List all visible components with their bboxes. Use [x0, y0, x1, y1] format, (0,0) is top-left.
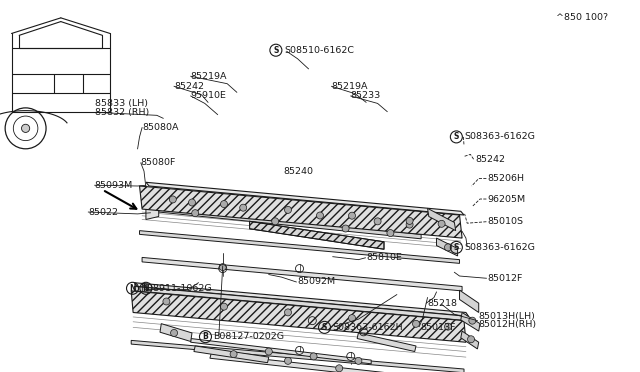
- Polygon shape: [140, 186, 462, 238]
- Polygon shape: [460, 290, 479, 312]
- Text: 95910E: 95910E: [191, 92, 227, 100]
- Text: ^850 100?: ^850 100?: [556, 13, 607, 22]
- Text: 85206H: 85206H: [488, 174, 525, 183]
- Circle shape: [413, 320, 419, 327]
- Text: 85218: 85218: [428, 299, 458, 308]
- Polygon shape: [461, 331, 479, 349]
- Text: 85013F: 85013F: [420, 323, 456, 332]
- Text: 85012H(RH): 85012H(RH): [479, 320, 537, 329]
- Text: 96205M: 96205M: [488, 195, 526, 203]
- Circle shape: [468, 336, 474, 343]
- Text: S: S: [322, 323, 327, 332]
- Polygon shape: [131, 340, 464, 372]
- Text: 85080A: 85080A: [142, 123, 179, 132]
- Text: 85013H(LH): 85013H(LH): [479, 312, 536, 321]
- Text: S08363-6162H: S08363-6162H: [333, 323, 403, 332]
- Text: S08510-6162C: S08510-6162C: [284, 46, 354, 55]
- Text: S: S: [454, 132, 459, 141]
- Text: 85010S: 85010S: [488, 217, 524, 226]
- Polygon shape: [142, 257, 462, 291]
- Text: 85832 (RH): 85832 (RH): [95, 108, 149, 117]
- Text: N: N: [143, 284, 149, 293]
- Polygon shape: [210, 353, 397, 372]
- Circle shape: [317, 212, 323, 219]
- Circle shape: [272, 218, 278, 225]
- Circle shape: [171, 330, 177, 336]
- Polygon shape: [165, 193, 429, 223]
- Circle shape: [285, 309, 291, 316]
- Text: 85093M: 85093M: [95, 181, 133, 190]
- Text: 85242: 85242: [174, 82, 204, 91]
- Text: B: B: [203, 332, 209, 341]
- Text: 85012F: 85012F: [488, 274, 523, 283]
- Polygon shape: [140, 231, 460, 263]
- Text: 85080F: 85080F: [141, 158, 176, 167]
- Text: N: N: [129, 284, 136, 293]
- Circle shape: [22, 124, 29, 132]
- Circle shape: [310, 353, 317, 360]
- Circle shape: [285, 206, 291, 214]
- Text: S08363-6162G: S08363-6162G: [465, 132, 535, 141]
- Circle shape: [220, 264, 226, 270]
- Text: B08127-0202G: B08127-0202G: [214, 332, 285, 341]
- Polygon shape: [146, 182, 464, 215]
- Polygon shape: [134, 286, 467, 321]
- Circle shape: [406, 217, 413, 224]
- Circle shape: [189, 199, 195, 206]
- Circle shape: [406, 221, 413, 228]
- Text: 85233: 85233: [351, 92, 381, 100]
- Text: 85092M: 85092M: [298, 278, 336, 286]
- Text: N08911-1062G: N08911-1062G: [141, 284, 212, 293]
- Polygon shape: [165, 196, 429, 231]
- Polygon shape: [357, 333, 416, 352]
- Circle shape: [438, 220, 445, 227]
- Circle shape: [285, 357, 291, 364]
- Circle shape: [445, 323, 451, 330]
- Polygon shape: [134, 283, 468, 316]
- Text: S: S: [454, 243, 459, 252]
- Polygon shape: [194, 346, 269, 363]
- Text: 85219A: 85219A: [332, 82, 368, 91]
- Text: 85219A: 85219A: [191, 72, 227, 81]
- Polygon shape: [250, 221, 384, 249]
- Circle shape: [349, 212, 355, 219]
- Circle shape: [469, 317, 476, 324]
- Circle shape: [163, 298, 170, 305]
- Polygon shape: [160, 324, 192, 341]
- Circle shape: [230, 351, 237, 357]
- Circle shape: [387, 230, 394, 237]
- Text: 85242: 85242: [475, 155, 505, 164]
- Polygon shape: [146, 201, 159, 219]
- Text: S08363-6162G: S08363-6162G: [465, 243, 535, 252]
- Text: S: S: [273, 46, 278, 55]
- Circle shape: [336, 365, 342, 372]
- Polygon shape: [159, 208, 421, 239]
- Circle shape: [349, 315, 355, 321]
- Text: 85810E: 85810E: [367, 253, 403, 262]
- Polygon shape: [191, 339, 371, 364]
- Circle shape: [355, 357, 362, 364]
- Polygon shape: [461, 312, 480, 331]
- Text: 85833 (LH): 85833 (LH): [95, 99, 148, 108]
- Polygon shape: [436, 238, 458, 256]
- Polygon shape: [428, 208, 456, 231]
- Text: 85240: 85240: [283, 167, 313, 176]
- Polygon shape: [159, 201, 421, 234]
- Circle shape: [221, 303, 227, 310]
- Circle shape: [445, 244, 451, 251]
- Circle shape: [192, 210, 198, 217]
- Circle shape: [266, 348, 272, 355]
- Circle shape: [240, 204, 246, 211]
- Polygon shape: [131, 291, 466, 342]
- Circle shape: [374, 218, 381, 225]
- Circle shape: [221, 201, 227, 208]
- Circle shape: [342, 225, 349, 232]
- Circle shape: [170, 196, 176, 203]
- Text: 85022: 85022: [88, 208, 118, 217]
